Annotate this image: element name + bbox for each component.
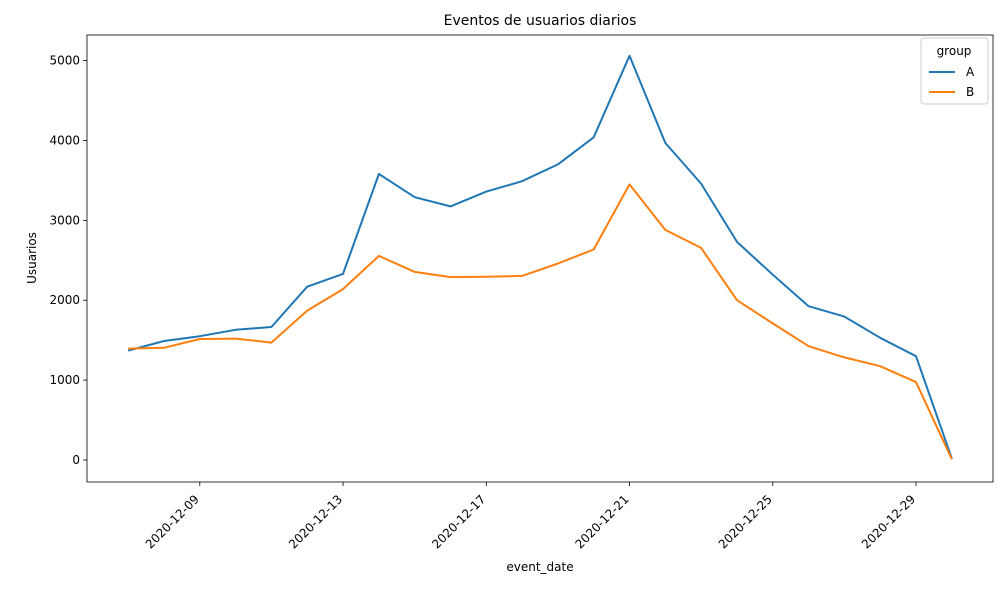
y-tick-label: 2000 [49,293,80,307]
x-tick-label: 2020-12-17 [429,492,488,551]
x-tick-label: 2020-12-09 [143,492,202,551]
series-line-b [128,183,953,460]
legend-title: group [937,44,972,58]
x-axis-label: event_date [506,560,573,574]
series-layer [127,54,953,460]
y-axis-label: Usuarios [25,232,39,284]
x-tick-label: 2020-12-13 [286,492,345,551]
y-tick-label: 5000 [49,54,80,68]
y-tick-label: 0 [72,453,80,467]
legend-label-b: B [966,85,974,99]
y-tick-label: 1000 [49,373,80,387]
chart-title: Eventos de usuarios diarios [444,13,637,29]
x-tick-label: 2020-12-29 [859,492,918,551]
y-tick-label: 3000 [49,213,80,227]
legend: group AB [920,37,989,105]
plot-area [86,34,994,483]
x-tick-label: 2020-12-21 [572,492,631,551]
series-line-a [127,54,953,459]
x-tick-label: 2020-12-25 [716,492,775,551]
legend-label-a: A [966,65,975,79]
y-tick-label: 4000 [49,133,80,147]
